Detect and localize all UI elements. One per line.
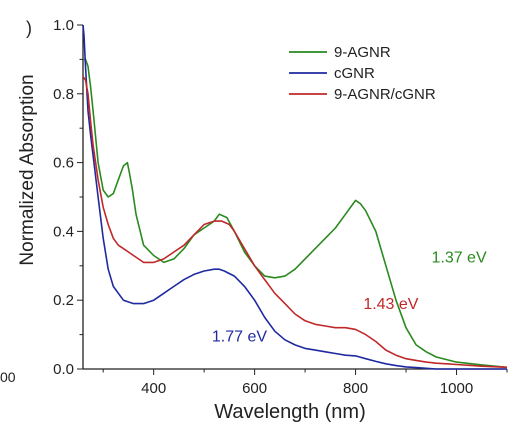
- corner-fragment-top: ): [26, 18, 32, 38]
- y-tick-label: 1.0: [53, 17, 74, 34]
- series-line-9-agnr: [83, 58, 508, 369]
- series-line-cgnr: [82, 24, 507, 370]
- energy-annotation: 1.77 eV: [212, 328, 267, 345]
- y-tick-label: 0.8: [53, 86, 74, 103]
- y-axis-label-group: Normalized Absorption: [17, 74, 38, 265]
- series-line-9-agnr-cgnr: [82, 76, 508, 369]
- y-tick-label: 0.4: [53, 223, 74, 240]
- energy-annotation: 1.37 eV: [431, 249, 486, 266]
- x-axis-label: Wavelength (nm): [214, 401, 366, 423]
- legend-label: 9-AGNR: [334, 44, 391, 61]
- energy-annotation: 1.43 eV: [363, 296, 418, 313]
- y-tick-label: 0.0: [53, 361, 74, 378]
- legend-label: 9-AGNR/cGNR: [334, 86, 436, 103]
- x-tick-label: 800: [343, 380, 368, 397]
- plot-area: 400 600 800 1000 0.0 0.2 0.4 0.6 0.8 1.0 9-AGNR cGN…: [53, 17, 508, 397]
- y-tick-label: 0.6: [53, 155, 74, 172]
- x-tick-label: 400: [141, 380, 166, 397]
- corner-fragment-bottom: 00: [0, 369, 16, 385]
- y-tick-label: 0.2: [53, 292, 74, 309]
- x-tick-label: 1000: [440, 380, 473, 397]
- x-tick-label: 600: [242, 380, 267, 397]
- y-axis-label: Normalized Absorption: [17, 74, 38, 265]
- legend-label: cGNR: [334, 65, 375, 82]
